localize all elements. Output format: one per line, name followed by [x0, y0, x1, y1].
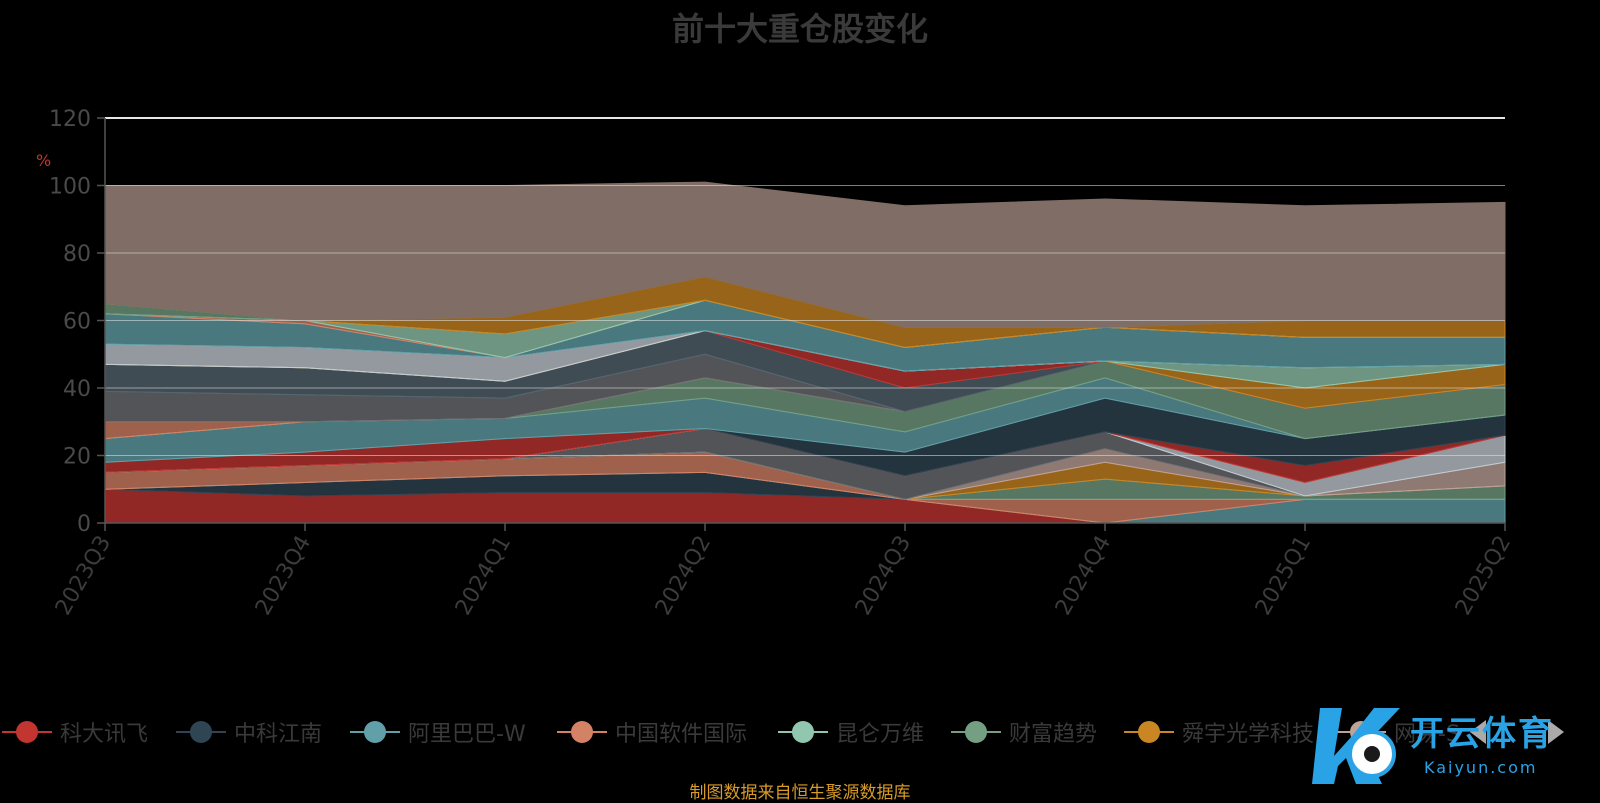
x-ticks: 2023Q3 2023Q4 2024Q1 2024Q2 2024Q3 2024Q4 2025…: [51, 523, 1516, 620]
legend-marker-icon: [176, 720, 226, 744]
y-tick-label: 120: [49, 107, 91, 132]
watermark-logo: 开云体育 Kaiyun.com: [1312, 696, 1582, 792]
x-tick-label: 2023Q4: [251, 532, 316, 620]
legend-item[interactable]: 昆仑万维: [778, 712, 924, 752]
watermark-text: 开云体育: [1410, 714, 1554, 754]
x-tick-label: 2024Q1: [451, 532, 516, 620]
y-ticks: 0 20 40 60 80 100 120: [49, 107, 105, 537]
legend-label: 阿里巴巴-W: [408, 722, 526, 747]
legend-label: 财富趋势: [1009, 722, 1098, 747]
source-note: 制图数据来自恒生聚源数据库: [689, 783, 911, 803]
x-tick-label: 2024Q3: [851, 532, 916, 620]
legend: 科大讯飞 中科江南 阿里巴巴-W 中国软件国际 昆仑万维 财富趋势 舜宇光学科技 网易-S: [0, 712, 1600, 752]
y-axis-unit: %: [36, 151, 51, 170]
x-tick-label: 2025Q2: [1451, 532, 1516, 620]
legend-item[interactable]: 舜宇光学科技: [1124, 712, 1314, 752]
legend-label: 舜宇光学科技: [1182, 722, 1315, 747]
y-tick-label: 40: [63, 377, 91, 402]
legend-item[interactable]: 中国软件国际: [557, 712, 747, 752]
stacked-area-chart: 0 20 40 60 80 100 120 2023Q3 2023Q4 2024Q1 2024Q2…: [36, 107, 1516, 620]
x-tick-label: 2025Q1: [1251, 532, 1316, 620]
grid-lines: [105, 117, 1505, 456]
legend-item[interactable]: 科大讯飞: [2, 712, 148, 752]
legend-label: 中国软件国际: [615, 722, 748, 747]
legend-item[interactable]: 财富趋势: [951, 712, 1097, 752]
y-tick-label: 0: [77, 512, 91, 537]
chart-title: 前十大重仓股变化: [671, 10, 928, 48]
legend-next-arrow[interactable]: [1548, 720, 1564, 744]
x-tick-label: 2024Q4: [1051, 532, 1116, 620]
legend-item[interactable]: 中科江南: [176, 712, 322, 752]
y-tick-label: 80: [63, 242, 91, 267]
y-tick-label: 100: [49, 175, 91, 200]
area-layers: [104, 181, 1506, 524]
legend-prev-arrow[interactable]: [1470, 720, 1486, 744]
kaiyun-logo-icon: [1312, 708, 1400, 784]
legend-marker-icon: [557, 720, 607, 744]
y-tick-label: 60: [63, 310, 91, 335]
legend-item[interactable]: 阿里巴巴-W: [350, 712, 526, 752]
legend-marker-icon: [350, 720, 400, 744]
legend-marker-icon: [1124, 720, 1174, 744]
legend-label: 网易-S: [1394, 722, 1460, 747]
x-tick-label: 2023Q3: [51, 532, 116, 620]
legend-marker-icon: [778, 720, 828, 744]
legend-label: 昆仑万维: [836, 722, 925, 747]
legend-marker-icon: [2, 720, 52, 744]
x-tick-label: 2024Q2: [651, 532, 716, 620]
watermark-subtext: Kaiyun.com: [1424, 758, 1538, 777]
legend-marker-icon: [951, 720, 1001, 744]
legend-label: 中科江南: [234, 722, 323, 747]
y-tick-label: 20: [63, 445, 91, 470]
legend-label: 科大讯飞: [60, 722, 149, 747]
